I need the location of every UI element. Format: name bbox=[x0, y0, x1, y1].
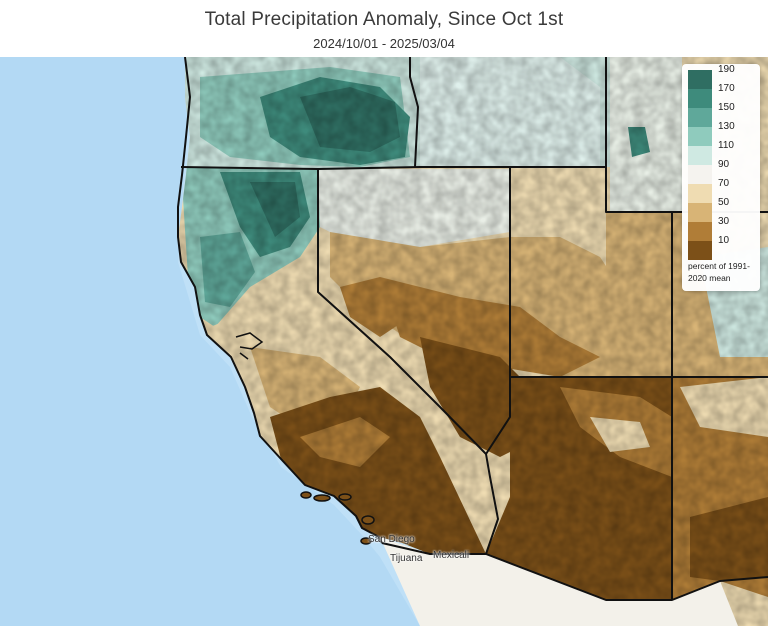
state-boundaries bbox=[177, 57, 768, 601]
legend-row: 90 bbox=[688, 159, 758, 184]
legend-row: 150 bbox=[688, 102, 758, 127]
ocean-shallow bbox=[0, 57, 420, 626]
legend-label: 90 bbox=[718, 159, 730, 170]
legend-row: 30 bbox=[688, 216, 758, 241]
legend-swatch bbox=[688, 222, 712, 241]
place-label-mexicali: Mexicali bbox=[433, 550, 470, 561]
legend-row: 50 bbox=[688, 197, 758, 222]
map-canvas bbox=[0, 57, 768, 626]
legend-label: 130 bbox=[718, 121, 735, 132]
legend-row: 190 bbox=[688, 64, 758, 89]
legend-swatch bbox=[688, 165, 712, 184]
map-header: Total Precipitation Anomaly, Since Oct 1… bbox=[0, 0, 768, 57]
legend-label: 10 bbox=[718, 235, 730, 246]
place-label-tijuana: Tijuana bbox=[390, 553, 423, 564]
legend-row: 10 bbox=[688, 235, 758, 260]
legend-note: percent of 1991-2020 mean bbox=[688, 261, 750, 283]
bay-area bbox=[235, 332, 264, 360]
legend-label: 150 bbox=[718, 102, 735, 113]
legend-row: 170 bbox=[688, 83, 758, 108]
legend-label: 70 bbox=[718, 178, 730, 189]
legend-label: 190 bbox=[718, 64, 735, 75]
legend-row: 110 bbox=[688, 140, 758, 165]
legend-label: 50 bbox=[718, 197, 730, 208]
map-title: Total Precipitation Anomaly, Since Oct 1… bbox=[204, 9, 564, 30]
legend-label: 170 bbox=[718, 83, 735, 94]
legend: 190 170 150 130 110 90 70 50 30 10 percent of 199… bbox=[682, 64, 760, 291]
precipitation-map[interactable]: San Diego Tijuana Mexicali bbox=[0, 57, 768, 626]
legend-swatch bbox=[688, 127, 712, 146]
legend-label: 110 bbox=[718, 140, 734, 151]
legend-swatch bbox=[688, 108, 712, 127]
legend-swatch bbox=[688, 203, 712, 222]
legend-swatch bbox=[688, 146, 712, 165]
legend-swatch bbox=[688, 241, 712, 260]
channel-islands bbox=[300, 491, 375, 545]
legend-swatch bbox=[688, 70, 712, 89]
legend-swatch bbox=[688, 89, 712, 108]
legend-row: 130 bbox=[688, 121, 758, 146]
legend-label: 30 bbox=[718, 216, 730, 227]
mexico-land bbox=[380, 537, 768, 626]
date-range: 2024/10/01 - 2025/03/04 bbox=[313, 36, 455, 51]
legend-swatch bbox=[688, 184, 712, 203]
legend-row: 70 bbox=[688, 178, 758, 203]
place-label-san-diego: San Diego bbox=[368, 534, 415, 545]
